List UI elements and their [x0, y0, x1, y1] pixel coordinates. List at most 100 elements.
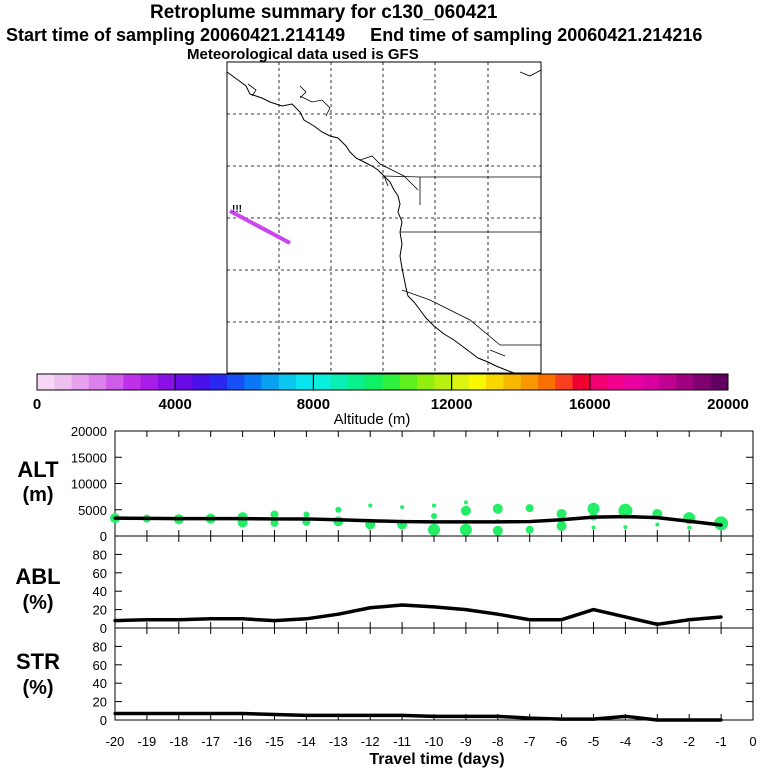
str-data-point — [209, 711, 213, 716]
str-data-point — [464, 714, 468, 718]
alt-data-point — [623, 514, 628, 519]
abl-data-point — [496, 612, 500, 616]
alt-data-point — [209, 517, 213, 521]
x-tick-label: -6 — [556, 734, 568, 749]
abl-data-point — [432, 605, 436, 609]
altitude-dot — [303, 511, 310, 518]
str-y-tick-label: 0 — [100, 713, 107, 728]
alt-data-point — [432, 520, 436, 524]
panel-alt: 0 5000 10000 15000 20000 — [71, 424, 754, 544]
colorbar-tick-label: 8000 — [297, 396, 330, 413]
colorbar-cell — [486, 374, 504, 390]
colorbar-cell — [555, 374, 573, 390]
abl-data-point — [719, 615, 723, 619]
abl-frame — [114, 535, 754, 629]
abl-data-point — [336, 612, 340, 616]
colorbar-cell — [520, 374, 539, 390]
colorbar-cell — [365, 374, 383, 390]
colorbar-cell — [278, 374, 297, 390]
x-tick-label: -12 — [361, 734, 380, 749]
colorbar-cell — [123, 374, 142, 390]
abl-data-point — [304, 617, 308, 621]
abl-data-point — [464, 608, 468, 612]
abl-data-point — [528, 618, 532, 622]
abl-data-point — [145, 618, 149, 622]
colorbar-cell — [503, 374, 522, 390]
str-y-tick-label: 40 — [93, 676, 107, 691]
str-data-point — [591, 717, 596, 721]
colorbar-cell — [54, 374, 72, 390]
state-borders — [383, 69, 542, 357]
colorbar-cell — [192, 374, 211, 390]
abl-data-point — [113, 619, 117, 623]
colorbar-cell — [209, 374, 228, 390]
alt-series-line — [114, 514, 722, 527]
x-tick-label: -20 — [106, 734, 125, 749]
alt-data-point — [496, 520, 500, 524]
x-tick-label: -17 — [201, 734, 220, 749]
colorbar-cell — [88, 374, 107, 390]
colorbar-cell — [37, 374, 55, 390]
colorbar-cell — [572, 374, 591, 390]
colorbar-cell — [175, 374, 193, 390]
altitude-dot — [460, 505, 471, 516]
inland-water — [247, 83, 419, 191]
alt-data-point — [464, 520, 468, 524]
str-data-point — [145, 711, 149, 716]
x-tick-label: -19 — [138, 734, 157, 749]
str-data-point — [368, 713, 372, 718]
colorbar-cell — [140, 374, 159, 390]
alt-y-tick-label: 0 — [100, 529, 107, 544]
x-tick-label: -14 — [297, 734, 316, 749]
altitude-dot — [270, 518, 279, 527]
colorbar-tick-label: 20000 — [707, 396, 749, 413]
colorbar-cell — [106, 374, 124, 390]
alt-data-point — [272, 517, 277, 521]
colorbar-cell — [261, 374, 280, 390]
colorbar-cell — [382, 374, 401, 390]
x-tick-label: -13 — [329, 734, 348, 749]
abl-y-tick-label: 20 — [93, 603, 107, 618]
colorbar-cell — [244, 374, 262, 390]
abl-data-point — [368, 606, 372, 610]
altitude-dot — [687, 525, 692, 530]
alt-data-point — [719, 523, 723, 527]
alt-panel-unit: (m) — [22, 484, 53, 506]
colorbar-cell — [537, 374, 556, 390]
x-tick-label: -16 — [233, 734, 252, 749]
colorbar-frame — [36, 373, 729, 391]
alt-data-point — [368, 519, 372, 523]
altitude-dot — [270, 510, 279, 519]
abl-data-point — [400, 603, 404, 607]
altitude-dot — [623, 525, 628, 530]
str-panel-unit: (%) — [22, 677, 53, 699]
alt-y-tick-label: 10000 — [71, 477, 107, 492]
alt-data-point — [528, 519, 532, 524]
x-tick-label: -18 — [169, 734, 188, 749]
alt-data-point — [145, 516, 149, 521]
abl-data-point — [655, 622, 659, 626]
alt-data-point — [560, 518, 564, 522]
str-data-point — [304, 713, 308, 718]
x-tick-label: -2 — [683, 734, 695, 749]
alt-data-point — [687, 519, 691, 523]
abl-data-point — [209, 617, 213, 621]
colorbar-cell — [693, 374, 712, 390]
abl-y-tick-label: 40 — [93, 584, 107, 599]
map-frame — [226, 61, 542, 374]
colorbar-tick-label: 4000 — [159, 396, 192, 413]
colorbar-cell — [71, 374, 90, 390]
abl-data-point — [241, 617, 245, 621]
x-tick-label: -5 — [588, 734, 600, 749]
altitude-dot — [655, 522, 660, 527]
str-y-tick-label: 60 — [93, 658, 107, 673]
altitude-dot — [525, 504, 534, 513]
trajectory-map: !!! — [226, 61, 542, 374]
altitude-dot — [432, 503, 436, 508]
altitude-dot — [525, 525, 534, 534]
colorbar-cell — [347, 374, 366, 390]
colorbar-cell — [710, 374, 729, 390]
alt-data-point — [400, 519, 404, 524]
x-tick-label: -10 — [425, 734, 444, 749]
